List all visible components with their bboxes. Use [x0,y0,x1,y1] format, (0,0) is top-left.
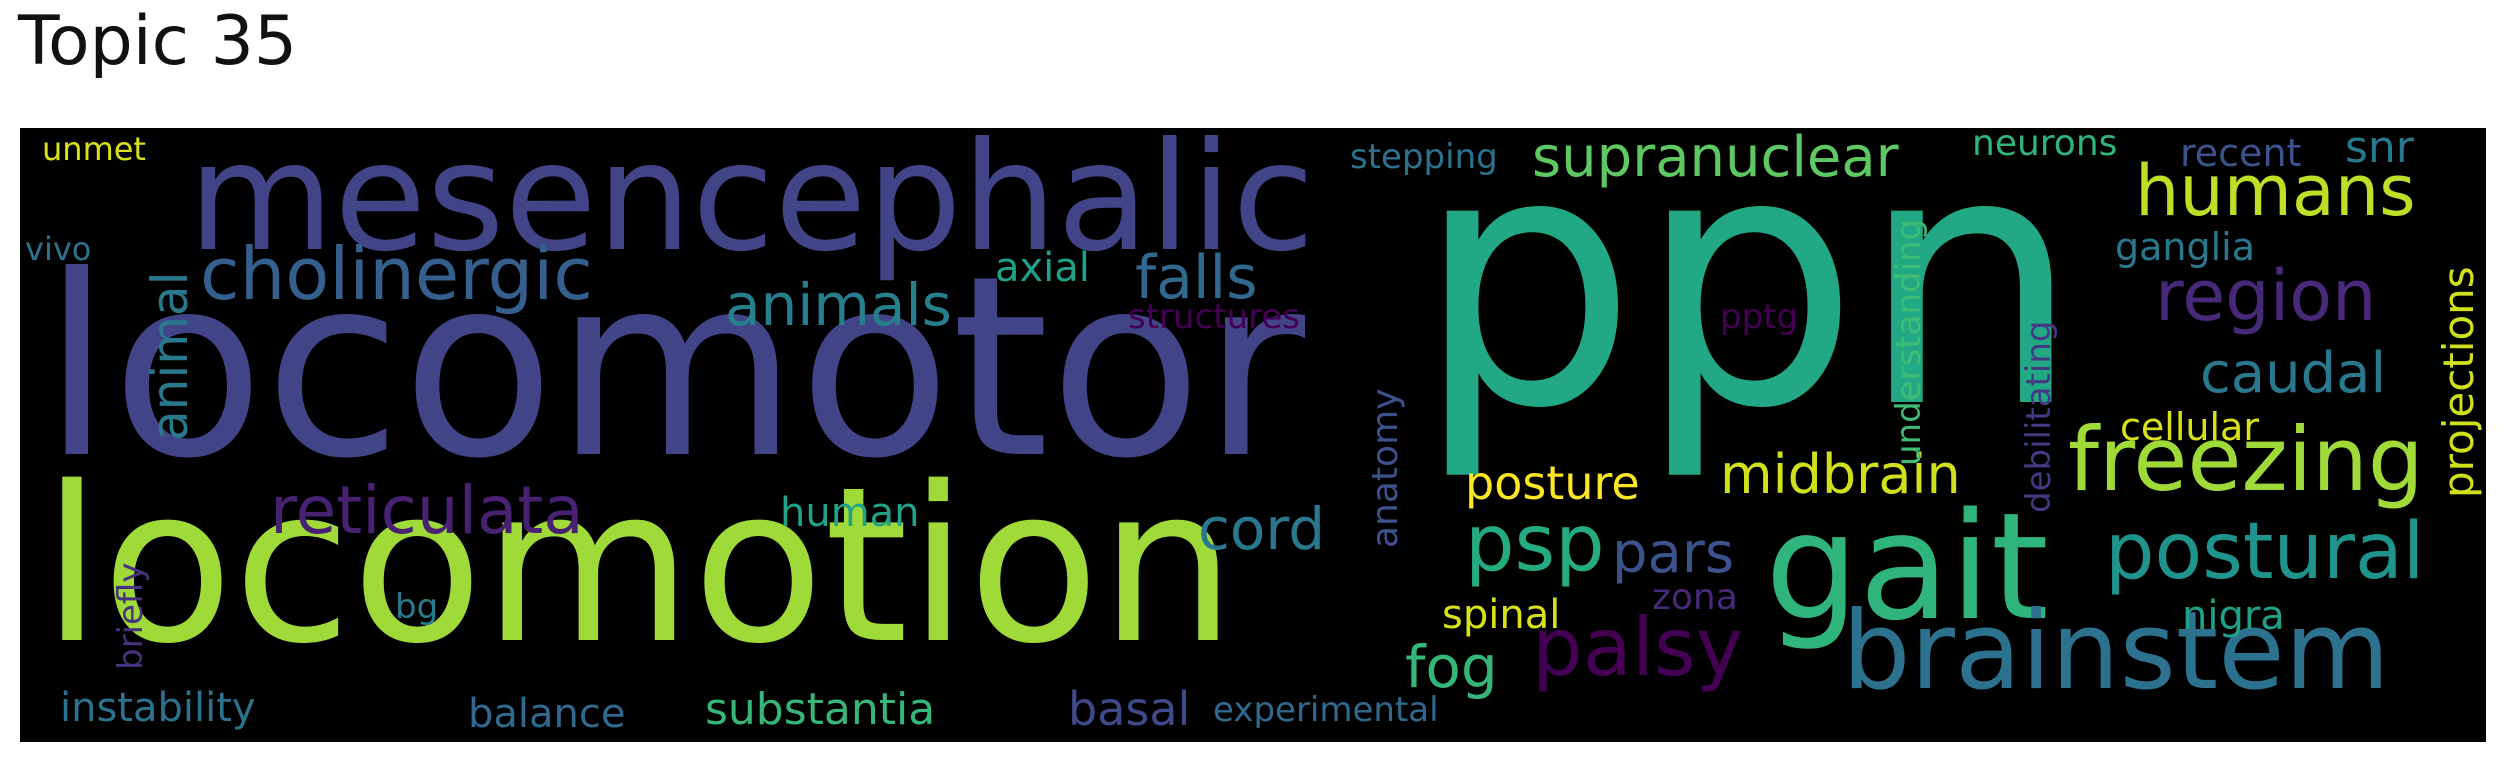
word-animal: animal [141,271,199,441]
word-cloud: ppn locomotor locomotion mesencephalic g… [20,128,2486,742]
word-recent: recent [2180,131,2302,175]
word-vivo: vivo [25,230,92,268]
word-postural: postural [2105,507,2425,597]
word-projections: projections [2434,266,2483,498]
word-humans: humans [2135,150,2416,232]
word-basal: basal [1068,682,1191,736]
word-nigra: nigra [2182,593,2285,639]
word-zona: zona [1652,577,1738,618]
word-pptg: pptg [1720,297,1799,337]
word-supranuclear: supranuclear [1532,128,1899,190]
word-snr: snr [2345,128,2414,173]
word-locomotion: locomotion [42,440,1236,691]
word-cellular: cellular [2120,405,2259,449]
word-spinal: spinal [1442,592,1561,638]
word-palsy: palsy [1532,601,1744,694]
word-neurons: neurons [1972,128,2118,164]
word-unmet: unmet [42,130,146,168]
word-briefly: briefly [111,562,151,670]
word-midbrain: midbrain [1720,443,1961,506]
word-psp: psp [1465,499,1605,589]
word-stepping: stepping [1350,137,1498,177]
word-experimental: experimental [1213,690,1439,730]
word-axial: axial [995,245,1090,291]
word-reticulata: reticulata [270,472,584,549]
word-locomotor: locomotor [42,222,1306,513]
word-substantia: substantia [705,684,936,735]
word-ppn: ppn [1415,128,2082,485]
word-structures: structures [1128,297,1301,337]
word-posture: posture [1465,456,1640,510]
word-region: region [2155,255,2377,337]
page-title: Topic 35 [18,2,298,81]
word-mesencephalic: mesencephalic [188,128,1315,285]
word-falls: falls [1135,243,1258,313]
word-caudal: caudal [2200,341,2387,406]
word-anatomy: anatomy [1365,388,1406,548]
word-gait: gait [1765,481,2049,653]
word-bg: bg [395,587,439,627]
word-understanding: understanding [1889,218,1929,466]
word-freezing: freezing [2068,408,2424,511]
word-debilitating: debilitating [2019,320,2059,514]
word-pars: pars [1612,521,1735,586]
word-human: human [780,490,920,536]
word-ganglia: ganglia [2115,225,2256,269]
word-animals: animals [725,271,952,339]
word-cord: cord [1198,495,1326,563]
word-cholinergic: cholinergic [200,232,593,316]
word-balance: balance [468,691,626,737]
word-brainstem: brainstem [1842,589,2390,714]
word-instability: instability [60,685,256,731]
word-fog: fog [1405,633,1498,701]
